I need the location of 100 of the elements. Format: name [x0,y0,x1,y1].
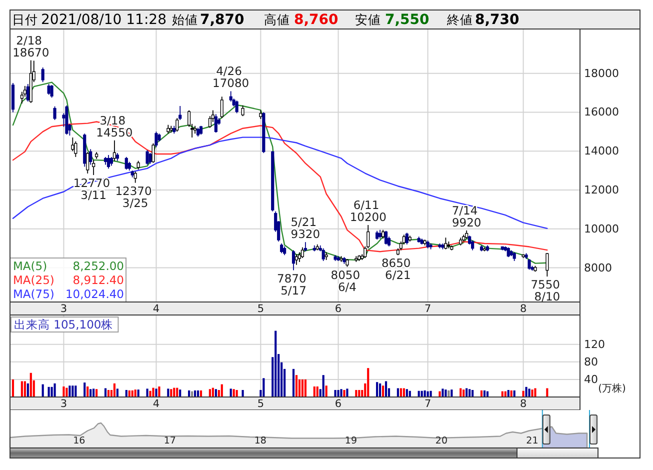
bar [400,388,402,397]
candlestick [146,150,149,166]
candlestick [26,84,30,102]
candlestick [292,250,296,271]
bar [92,388,95,397]
candlestick [298,252,302,262]
bar [230,388,232,397]
candlestick [220,96,224,119]
candlestick [176,118,179,132]
annotation: 12370 3/25 [115,184,156,210]
bar [20,381,23,397]
bar [208,389,211,397]
bar [12,379,14,397]
text: 8,730 [475,12,520,28]
candlestick [178,106,182,120]
candlestick [280,243,284,254]
bar [62,386,65,397]
bar [466,388,468,397]
candlestick [112,140,116,162]
y-tick-label: 16000 [584,106,619,119]
bar [158,386,160,397]
text: MA(5) 8,252.00 [13,259,124,273]
bar [42,384,44,397]
bar [304,379,306,397]
bar [384,381,388,397]
x-tick-label: 3 [60,398,68,410]
text: 始値 [172,12,198,27]
annotation: 8650 6/21 [381,256,414,282]
bar [325,386,328,397]
candlestick [405,232,408,245]
bar [24,381,26,397]
annotation: 6/11 10200 [350,198,386,224]
bar [104,388,107,397]
bar [462,390,465,397]
bar [402,388,405,397]
bar [334,390,336,397]
bar [438,391,441,397]
annotation: 5/21 9320 [290,215,320,242]
text: 7,870 [200,12,245,28]
x-tick-label: 7 [424,398,432,410]
candlestick [41,67,44,83]
candlestick [214,114,218,134]
text: 2021/08/10 11:28 [41,12,166,28]
bar [379,383,382,397]
x-tick-label: 5 [257,398,264,410]
line-series [12,136,548,230]
bar [316,386,318,397]
bar [468,389,471,397]
bar [113,383,116,397]
bar [367,368,370,397]
bar [72,386,74,397]
bar [137,390,140,397]
bar [68,386,71,397]
x-tick-label: 3 [60,303,68,315]
y-tick-label: 14000 [584,144,619,158]
bar [214,389,217,397]
bar [295,375,298,397]
y-tick-label: 120 [584,338,605,351]
y-axis-title: (万株) [598,382,626,394]
candlestick [528,258,531,270]
candlestick [322,248,325,262]
y-tick-label: 80 [584,355,598,368]
bar [343,390,346,397]
bar [170,389,172,397]
bar [90,389,92,397]
bar [232,389,235,397]
annotation: 7550 8/10 [530,278,564,304]
bar [48,386,50,397]
candlestick [89,148,92,166]
bar [528,388,530,397]
annotation: 2/18 18670 [12,33,50,60]
bar [546,388,548,397]
bar [50,386,53,397]
candlestick [444,237,448,250]
text: 安値 [355,12,381,27]
x-tick-label: 21 [526,436,538,446]
bar [54,383,56,397]
candlestick [148,152,152,164]
bar [531,390,534,397]
x-tick-label: 18 [254,436,266,446]
candlestick [74,140,78,158]
bar [396,388,400,397]
text: 日付 [12,12,38,27]
bar [534,388,536,397]
candlestick [92,160,96,176]
bar [382,386,384,397]
x-tick-label: 6 [334,398,342,410]
bar [262,378,265,397]
candlestick [124,156,128,170]
bar [179,390,182,397]
bar [96,389,98,397]
y-tick-label: 8000 [584,261,612,274]
bar [30,372,32,397]
bar [322,375,324,397]
bar [116,388,118,397]
bar [242,390,244,397]
bar [167,388,170,397]
candlestick [86,152,90,174]
candlestick [300,246,304,259]
bar [84,382,86,397]
